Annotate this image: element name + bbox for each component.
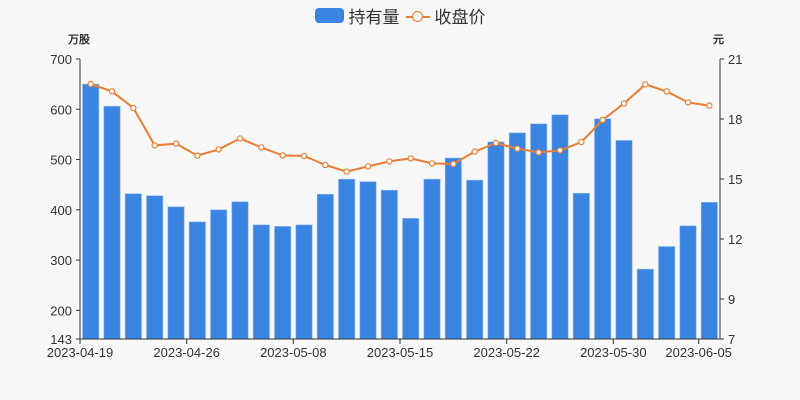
bar-holdings[interactable] [103, 105, 121, 340]
left-axis-tick-label: 143 [50, 332, 72, 347]
close-price-point[interactable] [578, 138, 585, 146]
bar-holdings[interactable] [231, 201, 249, 340]
bar-holdings[interactable] [487, 141, 505, 340]
close-price-point[interactable] [471, 148, 478, 155]
bar-holdings[interactable] [359, 181, 377, 340]
bar-holdings[interactable] [423, 178, 441, 340]
close-price-point[interactable] [642, 81, 649, 88]
left-axis-tick-label: 700 [50, 52, 72, 67]
bar-holdings[interactable] [274, 226, 292, 340]
bar-holdings[interactable] [572, 192, 590, 340]
bar-holdings[interactable] [146, 195, 164, 340]
right-axis-tick-label: 7 [728, 332, 735, 347]
close-price-point[interactable] [386, 158, 393, 165]
bar-holdings[interactable] [82, 83, 100, 340]
bar-swatch-icon [314, 8, 344, 23]
left-axis-tick-label: 500 [50, 153, 72, 168]
close-price-point[interactable] [364, 163, 372, 170]
bar-holdings[interactable] [252, 224, 270, 340]
close-price-point[interactable] [428, 160, 436, 167]
close-price-point[interactable] [322, 161, 329, 169]
close-price-point[interactable] [706, 102, 713, 109]
legend-label-holdings: 持有量 [348, 8, 400, 27]
close-price-point[interactable] [279, 152, 286, 159]
bar-holdings[interactable] [530, 123, 548, 340]
legend-label-close-price: 收盘价 [434, 8, 486, 27]
close-price-point[interactable] [108, 88, 116, 95]
close-price-point[interactable] [258, 144, 265, 151]
close-price-point[interactable] [663, 88, 670, 95]
chart-legend: 持有量 收盘价 [0, 3, 800, 28]
close-price-point[interactable] [620, 100, 628, 107]
close-price-point[interactable] [130, 104, 137, 112]
close-price-point[interactable] [599, 116, 606, 124]
line-circle-swatch-icon [405, 9, 430, 23]
left-axis-tick-label: 200 [50, 303, 72, 318]
bar-holdings[interactable] [615, 140, 633, 340]
x-axis-tick-label: 2023-06-05 [665, 345, 732, 360]
bar-holdings[interactable] [466, 179, 484, 340]
right-axis-tick-label: 18 [728, 112, 742, 127]
x-axis-tick-label: 2023-04-19 [47, 345, 114, 360]
close-price-point[interactable] [172, 140, 180, 147]
close-price-point[interactable] [300, 152, 308, 160]
x-axis-tick-label: 2023-05-15 [367, 345, 434, 360]
left-axis-unit: 万股 [68, 34, 90, 46]
bar-holdings[interactable] [636, 268, 654, 340]
bar-holdings[interactable] [338, 178, 356, 340]
close-price-point[interactable] [407, 155, 414, 162]
close-price-point[interactable] [535, 149, 542, 156]
legend-item-holdings[interactable]: 持有量 [314, 3, 400, 28]
bar-holdings[interactable] [658, 246, 676, 340]
bar-holdings[interactable] [594, 118, 612, 340]
bar-holdings[interactable] [167, 206, 185, 340]
bar-holdings[interactable] [444, 157, 462, 340]
close-price-point[interactable] [684, 99, 692, 106]
legend-item-close-price[interactable]: 收盘价 [405, 3, 486, 28]
close-price-point[interactable] [492, 139, 500, 147]
x-axis-tick-label: 2023-05-08 [260, 345, 327, 360]
close-price-point[interactable] [556, 147, 564, 154]
left-axis-tick-label: 300 [50, 253, 72, 268]
bar-holdings[interactable] [402, 218, 420, 340]
x-axis-tick-label: 2023-05-22 [473, 345, 540, 360]
bar-holdings[interactable] [188, 221, 206, 340]
right-axis-tick-label: 12 [728, 232, 742, 247]
bar-holdings[interactable] [380, 189, 398, 340]
left-axis-tick-label: 400 [50, 203, 72, 218]
right-axis-tick-label: 9 [728, 292, 735, 307]
close-price-point[interactable] [343, 168, 350, 175]
close-price-point[interactable] [87, 80, 94, 88]
right-axis-unit: 元 [713, 34, 724, 46]
bar-holdings[interactable] [295, 224, 313, 340]
bar-holdings[interactable] [316, 193, 334, 340]
close-price-point[interactable] [215, 146, 222, 153]
right-axis-tick-label: 15 [728, 172, 742, 187]
bar-holdings[interactable] [700, 201, 718, 340]
x-axis-tick-label: 2023-05-30 [580, 345, 647, 360]
bar-holdings[interactable] [210, 209, 228, 340]
close-price-point[interactable] [236, 135, 244, 142]
right-axis-tick-label: 21 [728, 52, 742, 67]
left-axis-tick-label: 600 [50, 102, 72, 117]
close-price-point[interactable] [514, 145, 521, 152]
bar-holdings[interactable] [508, 132, 526, 340]
x-axis-tick-label: 2023-04-26 [153, 345, 220, 360]
close-price-point[interactable] [194, 152, 201, 159]
close-price-point[interactable] [450, 160, 457, 168]
bar-holdings[interactable] [124, 193, 142, 340]
bar-holdings[interactable] [679, 225, 697, 340]
close-price-point[interactable] [151, 142, 158, 149]
